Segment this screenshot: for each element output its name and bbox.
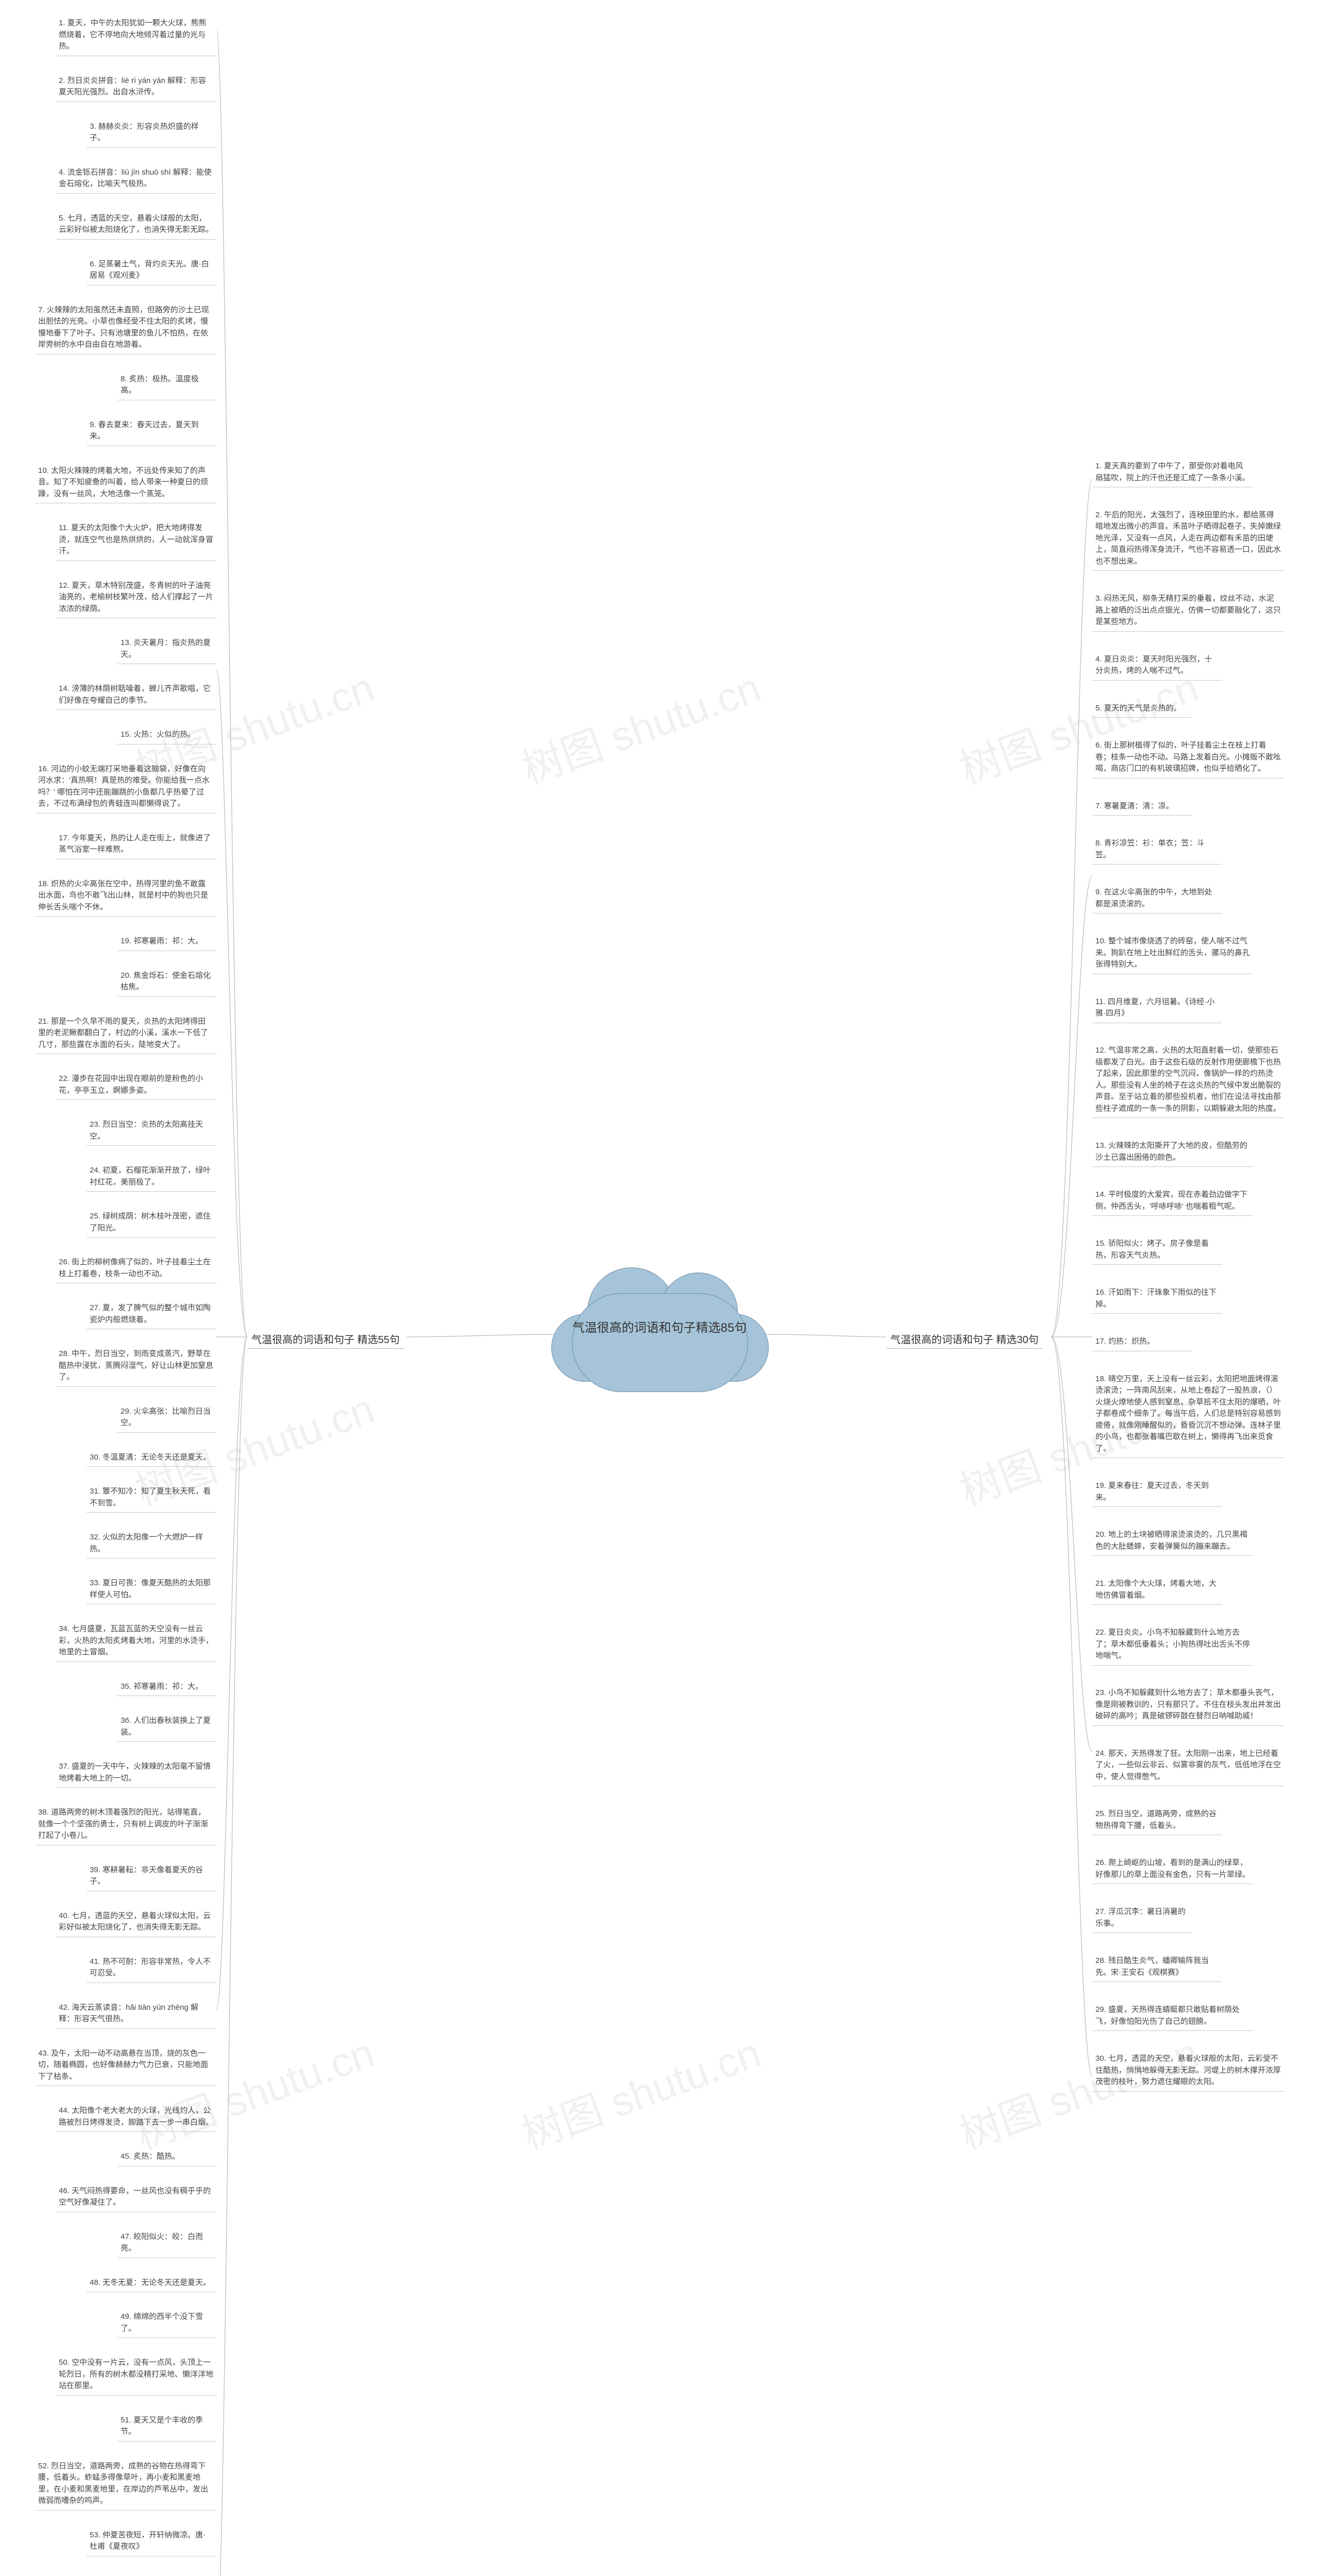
- leaf-node[interactable]: 21. 那是一个久旱不雨的夏天，炎热的太阳烤得田里的老泥鳅都翻白了，村边的小溪，…: [35, 1014, 216, 1055]
- leaf-node[interactable]: 7. 寒暑夏清：清：凉。: [1092, 799, 1191, 816]
- leaf-node[interactable]: 18. 晴空万里，天上没有一丝云彩，太阳把地面烤得滚烫滚烫；一阵南风刮来，从地上…: [1092, 1371, 1284, 1459]
- leaf-node[interactable]: 9. 在这火伞高张的中午，大地到处都是滚烫滚的。: [1092, 885, 1222, 913]
- mindmap-root-node[interactable]: 气温很高的词语和句子精选85句: [551, 1267, 768, 1401]
- leaf-node[interactable]: 15. 火热：火似的热。: [117, 727, 216, 744]
- leaf-node[interactable]: 33. 夏日可畏：像夏天酷热的太阳那样使人可怕。: [87, 1575, 216, 1604]
- leaf-node[interactable]: 47. 皎阳似火：皎：白而亮。: [117, 2229, 216, 2258]
- leaf-node[interactable]: 1. 夏天真的要到了中午了，那受你对着电风扇猛吹，院上的汗也还是汇成了一条条小溪…: [1092, 459, 1253, 487]
- leaf-node[interactable]: 25. 绿树成荫：树木枝叶茂密，遮住了阳光。: [87, 1209, 216, 1238]
- leaf-node[interactable]: 9. 春去夏来：春天过去，夏天到来。: [87, 417, 216, 446]
- leaf-node[interactable]: 8. 炙热：极热。温度极高。: [117, 371, 216, 400]
- leaf-node[interactable]: 4. 夏日炎炎：夏天时阳光强烈，十分炎热，烤的人喘不过气。: [1092, 652, 1222, 681]
- leaf-node[interactable]: 30. 七月，透蓝的天空，悬着火球般的太阳，云彩受不住酷热，悄悄地躲得无影无踪。…: [1092, 2051, 1284, 2092]
- leaf-node[interactable]: 18. 炽热的火伞高张在空中，热得河里的鱼不敢露出水面，鸟也不敢飞出山林，就是村…: [35, 876, 216, 917]
- leaf-node[interactable]: 4. 流金铄石拼音：liú jīn shuò shí 解释：能使金石熔化，比喻天…: [56, 165, 216, 194]
- cloud-shape: [572, 1293, 748, 1392]
- leaf-node[interactable]: 35. 祁寒暑雨：祁：大。: [117, 1679, 216, 1697]
- root-node-label: 气温很高的词语和句子精选85句: [551, 1319, 768, 1337]
- leaf-node[interactable]: 16. 河边的小蚊无端打采地垂着这脑袋，好像在向河水求：'真热啊！真是热的难受。…: [35, 761, 216, 814]
- branch-node-right[interactable]: 气温很高的词语和句子 精选30句: [886, 1329, 1043, 1349]
- leaf-node[interactable]: 13. 火辣辣的太阳撕开了大地的皮，但酷劳的沙土已露出困倦的颜色。: [1092, 1138, 1253, 1167]
- leaf-node[interactable]: 6. 街上那树植得了似的，叶子挂着尘土在枝上打着卷；枝条一动也不动。马路上发着白…: [1092, 738, 1284, 778]
- leaf-node[interactable]: 46. 天气闷热得要命，一丝风也没有稠乎乎的空气好像凝住了。: [56, 2183, 216, 2212]
- leaf-column-right: 1. 夏天真的要到了中午了，那受你对着电风扇猛吹，院上的汗也还是汇成了一条条小溪…: [1092, 459, 1288, 2092]
- leaf-node[interactable]: 36. 人们出春秋装换上了夏装。: [117, 1713, 216, 1742]
- leaf-node[interactable]: 20. 地上的土块被晒得滚烫滚烫的，几只黑褐色的大肚蟋蟀，安着弹簧似的蹦来蹦去。: [1092, 1527, 1253, 1556]
- leaf-node[interactable]: 3. 赫赫炎炎：形容炎热炽盛的样子。: [87, 119, 216, 148]
- leaf-node[interactable]: 5. 七月，透蓝的天空，悬着火球般的太阳，云彩好似被太阳烧化了，也消失得无影无踪…: [56, 211, 216, 240]
- leaf-node[interactable]: 2. 午后的阳光，太强烈了，连秧田里的水，都给蒸得暗地发出微小的声音。禾苗叶子晒…: [1092, 507, 1284, 571]
- leaf-node[interactable]: 28. 中午，烈日当空，到雨变成蒸汽，野草在酷热中浸犹，蒸腾闷湿气，好让山林更加…: [56, 1346, 216, 1387]
- leaf-node[interactable]: 31. 簟不知冷：知了夏生秋天死，看不到雪。: [87, 1484, 216, 1513]
- leaf-node[interactable]: 12. 气温非常之高，火热的太阳直射着一切，使那些石级都发了白光。由于这些石级的…: [1092, 1043, 1284, 1118]
- leaf-node[interactable]: 50. 空中没有一片云，没有一点风，头顶上一轮烈日，所有的树木都没精打采地、懒洋…: [56, 2355, 216, 2396]
- leaf-node[interactable]: 48. 无冬无夏：无论冬天还是夏天。: [87, 2275, 216, 2293]
- leaf-node[interactable]: 3. 闷热无风，柳条无精打采的垂着，纹丝不动，水泥路上被晒的泛出点点银光，仿佛一…: [1092, 591, 1284, 632]
- leaf-node[interactable]: 1. 夏天，中午的太阳犹如一颗大火球，熊熊燃烧着，它不停地向大地倾泻着过量的光与…: [56, 15, 216, 56]
- leaf-node[interactable]: 15. 骄阳似火：烤子。房子像是着热，形容天气炎热。: [1092, 1236, 1222, 1265]
- leaf-node[interactable]: 37. 盛夏的一天中午，火辣辣的太阳毫不留情地烤着大地上的一切。: [56, 1759, 216, 1788]
- leaf-node[interactable]: 40. 七月，透蓝的天空，悬着火球似太阳，云彩好似被太阳烧化了，也消失得无影无踪…: [56, 1908, 216, 1937]
- leaf-node[interactable]: 45. 炙热：酷热。: [117, 2149, 216, 2166]
- leaf-node[interactable]: 29. 盛夏，天热得连蜻蜓都只敢贴着树荫处飞，好像怕阳光伤了自己的翅膀。: [1092, 2002, 1253, 2031]
- leaf-node[interactable]: 12. 夏天，草木特别茂盛，冬青树的叶子油亮油亮的，老榆树枝繁叶茂，给人们撑起了…: [56, 578, 216, 619]
- leaf-node[interactable]: 41. 热不可耐：形容非常热，令人不可忍受。: [87, 1954, 216, 1983]
- leaf-column-left: 1. 夏天，中午的太阳犹如一颗大火球，熊熊燃烧着，它不停地向大地倾泻着过量的光与…: [31, 15, 216, 2576]
- leaf-node[interactable]: 38. 道路两旁的树木顶着强烈的阳光，站得笔直，就像一个个坚强的勇士，只有树上调…: [35, 1805, 216, 1845]
- leaf-node[interactable]: 22. 漫步在花园中出现在眼前的是粉色的小花，亭亭玉立，婀娜多姿。: [56, 1071, 216, 1100]
- leaf-node[interactable]: 30. 冬温夏清：无论冬天还是夏天。: [87, 1450, 216, 1467]
- leaf-node[interactable]: 24. 初夏，石榴花渐渐开放了，绿叶衬红花，美丽极了。: [87, 1163, 216, 1192]
- leaf-node[interactable]: 51. 夏天又是个丰收的季节。: [117, 2413, 216, 2442]
- leaf-node[interactable]: 54. 大雨刚刚停的晌午，个个正明打采，叶子头低垂下来，好像小孩在犯困而睡的认错…: [56, 2573, 216, 2576]
- leaf-node[interactable]: 27. 浮瓜沉李：暑日消暑的乐事。: [1092, 1904, 1191, 1933]
- leaf-node[interactable]: 23. 烈日当空：炎热的太阳高挂天空。: [87, 1117, 216, 1146]
- leaf-node[interactable]: 32. 火似的太阳像一个大燃炉一样热。: [87, 1530, 216, 1558]
- leaf-node[interactable]: 8. 青衫凉笠：衫：单衣；笠：斗笠。: [1092, 836, 1222, 865]
- leaf-node[interactable]: 53. 仲夏苦夜短，开轩纳微凉。唐·杜甫《夏夜叹》: [87, 2528, 216, 2556]
- leaf-node[interactable]: 23. 小鸟不知躲藏到什么地方去了；草木都垂头丧气，像是刚被教训的，只有那只了。…: [1092, 1685, 1284, 1726]
- leaf-node[interactable]: 7. 火辣辣的太阳虽然还未直照，但路旁的沙土已现出胆怯的光亮。小草也像经受不住太…: [35, 302, 216, 354]
- leaf-node[interactable]: 6. 足蒸暑土气，背灼炎天光。唐·白居易《观刈麦》: [87, 257, 216, 285]
- leaf-node[interactable]: 42. 海天云蒸读音：hǎi tiān yún zhēng 解释：形容天气很热。: [56, 2000, 216, 2029]
- leaf-node[interactable]: 52. 烈日当空，道路两旁，成熟的谷物在热得弯下腰，低着头。蚱蜢多得像草叶，再小…: [35, 2459, 216, 2511]
- leaf-node[interactable]: 17. 今年夏天，热的让人走在街上，就像进了蒸气浴室一样难熬。: [56, 831, 216, 859]
- leaf-node[interactable]: 22. 夏日炎炎。小鸟不知躲藏到什么地方去了；草木都低垂着头；小狗热得吐出舌头不…: [1092, 1625, 1253, 1666]
- leaf-node[interactable]: 13. 炎天暑月：指炎热的夏天。: [117, 635, 216, 664]
- leaf-node[interactable]: 14. 平时极度的大爱宾，现在赤着劲边做字下侧，仲西舌头，'呼哧呼哧' 也喘着粗…: [1092, 1187, 1253, 1216]
- leaf-node[interactable]: 26. 街上的柳树像病了似的，叶子挂着尘土在枝上打着卷，枝条一动也不动。: [56, 1255, 216, 1283]
- leaf-node[interactable]: 49. 绵绵的西半个没下雪了。: [117, 2309, 216, 2338]
- branch-node-left[interactable]: 气温很高的词语和句子 精选55句: [247, 1329, 404, 1349]
- leaf-node[interactable]: 29. 火伞高张：比喻烈日当空。: [117, 1404, 216, 1433]
- leaf-node[interactable]: 39. 寒耕暑耘：非天像着夏天的谷子。: [87, 1862, 216, 1891]
- leaf-node[interactable]: 11. 四月维夏，六月徂暑。《诗经·小雅·四月》: [1092, 994, 1222, 1023]
- leaf-node[interactable]: 19. 夏来春往：夏天过去，冬天到来。: [1092, 1478, 1222, 1507]
- leaf-node[interactable]: 17. 灼热：炽热。: [1092, 1334, 1191, 1351]
- leaf-node[interactable]: 5. 夏天的天气是炎热的。: [1092, 701, 1191, 718]
- leaf-node[interactable]: 14. 滂薄的林荫树聒噪着，蝉儿齐声歌唱，它们好像在夸耀自己的季节。: [56, 681, 216, 710]
- watermark: 树图 shutu.cn: [513, 2020, 768, 2162]
- leaf-node[interactable]: 26. 爬上崎岖的山坡，看到的是满山的绿草，好像那儿的草上面没有金色，只有一片翠…: [1092, 1855, 1253, 1884]
- leaf-node[interactable]: 24. 那天，天热得发了狂。太阳刚一出来，地上已经着了火，一些似云非云、似雾非雾…: [1092, 1746, 1284, 1787]
- leaf-node[interactable]: 19. 祁寒暑雨：祁：大。: [117, 934, 216, 951]
- leaf-node[interactable]: 43. 及午，太阳一动不动高悬在当顶，烧的灰色一切，随着椭圆，也好像赫赫力气力已…: [35, 2046, 216, 2087]
- leaf-node[interactable]: 21. 太阳像个大火球，烤着大地，大地仿佛冒着烟。: [1092, 1576, 1222, 1605]
- leaf-node[interactable]: 10. 太阳火辣辣的烤着大地，不远处传来知了的声音。知了不知疲惫的叫着，给人带来…: [35, 463, 216, 504]
- leaf-node[interactable]: 34. 七月盛夏，瓦蓝瓦蓝的天空没有一丝云彩，火热的太阳炙烤着大地，河里的水烫手…: [56, 1621, 216, 1662]
- leaf-node[interactable]: 27. 夏，发了脾气似的整个城市如陶瓷炉内般燃烧着。: [87, 1300, 216, 1329]
- leaf-node[interactable]: 10. 整个城市像烧透了的砖窑，使人喘不过气来。狗趴在地上吐出鲜红的舌头，骡马的…: [1092, 934, 1253, 974]
- leaf-node[interactable]: 28. 残日酷生炎气，蟠卿输阵我当先。宋·王安石《观棋赛》: [1092, 1953, 1222, 1982]
- watermark: 树图 shutu.cn: [513, 655, 768, 796]
- leaf-node[interactable]: 2. 烈日炎炎拼音：liè rì yán yán 解释：形容夏天阳光强烈。出自水…: [56, 73, 216, 102]
- leaf-node[interactable]: 25. 烈日当空，道路两旁，成熟的谷物热得弯下腰，低着头。: [1092, 1806, 1222, 1835]
- leaf-node[interactable]: 20. 焦金烁石：使金石熔化枯焦。: [117, 968, 216, 997]
- leaf-node[interactable]: 11. 夏天的太阳像个大火炉，把大地烤得发烫，就连空气也是热烘烘的，人一动就浑身…: [56, 520, 216, 561]
- leaf-node[interactable]: 44. 太阳像个老大老大的火球，光线灼人，公路被烈日烤得发烫，脚踏下去一步一串白…: [56, 2103, 216, 2132]
- leaf-node[interactable]: 16. 汗如雨下：汗珠象下雨似的往下掉。: [1092, 1285, 1222, 1314]
